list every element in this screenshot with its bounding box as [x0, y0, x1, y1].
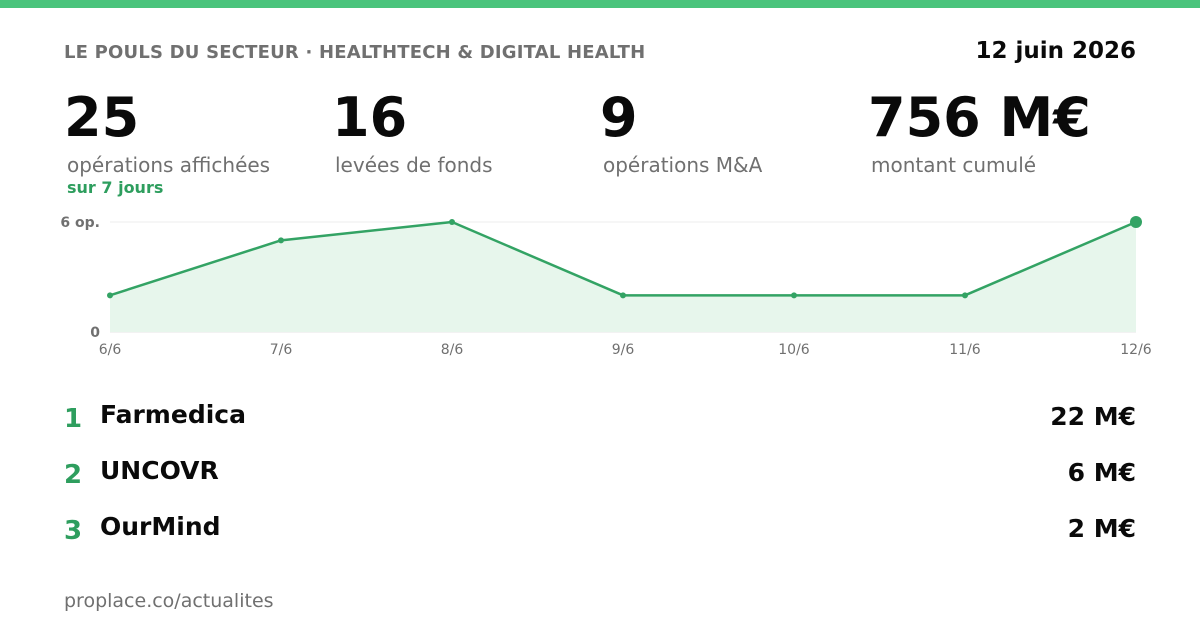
stat-mna: 9 opérations M&A [600, 84, 762, 178]
chart-x-tick-label: 9/6 [612, 342, 635, 358]
chart-data-point [791, 292, 797, 299]
chart-x-tick-label: 7/6 [270, 342, 293, 358]
chart-y-tick-label: 6 op. [60, 215, 100, 231]
chart-x-tick-label: 8/6 [441, 342, 464, 358]
chart-x-tick-label: 12/6 [1120, 342, 1152, 358]
stat-fundraising: 16 levées de fonds [332, 84, 493, 178]
deal-company-name: Farmedica [100, 400, 246, 429]
deal-rank: 3 [64, 516, 83, 546]
top-deal-row: 3 OurMind 2 M€ [64, 512, 1136, 552]
top-accent-bar [0, 0, 1200, 8]
chart-area-fill [110, 222, 1136, 332]
chart-data-point [962, 292, 968, 299]
top-deal-row: 2 UNCOVR 6 M€ [64, 456, 1136, 496]
deal-rank: 1 [64, 404, 83, 434]
deal-rank: 2 [64, 460, 83, 490]
page-title: LE POULS DU SECTEUR · HEALTHTECH & DIGIT… [64, 42, 646, 63]
chart-data-point [107, 292, 113, 299]
stat-operations-value: 25 [64, 86, 140, 149]
report-date: 12 juin 2026 [975, 38, 1136, 64]
stat-mna-label: opérations M&A [603, 153, 763, 177]
stat-total-amount: 756 M€ montant cumulé [868, 84, 1091, 178]
deal-amount: 22 M€ [1050, 402, 1136, 431]
stat-fundraising-value: 16 [332, 86, 408, 149]
stat-operations-label: opérations affichées [67, 153, 271, 177]
chart-x-tick-label: 10/6 [778, 342, 810, 358]
top-deal-row: 1 Farmedica 22 M€ [64, 400, 1136, 440]
stat-total-amount-value: 756 M€ [868, 86, 1091, 149]
stat-mna-value: 9 [600, 86, 638, 149]
operations-chart: 6/6 7/6 8/6 9/6 10/6 11/6 12/6 0 6 op. [60, 215, 1152, 358]
chart-x-tick-label: 6/6 [99, 342, 122, 358]
footer-link[interactable]: proplace.co/actualites [64, 590, 274, 612]
chart-x-tick-label: 11/6 [949, 342, 981, 358]
chart-y-tick-label: 0 [90, 325, 100, 341]
chart-data-point [1130, 216, 1142, 228]
chart-data-point [278, 237, 284, 244]
stat-operations: 25 opérations affichées sur 7 jours [64, 84, 270, 198]
deal-amount: 6 M€ [1067, 458, 1136, 487]
stat-total-amount-label: montant cumulé [871, 153, 1037, 177]
deal-company-name: OurMind [100, 512, 221, 541]
deal-company-name: UNCOVR [100, 456, 219, 485]
stat-operations-note: sur 7 jours [67, 178, 164, 197]
deal-amount: 2 M€ [1067, 514, 1136, 543]
chart-data-point [449, 219, 455, 225]
stat-fundraising-label: levées de fonds [335, 153, 493, 177]
chart-data-point [620, 292, 626, 299]
